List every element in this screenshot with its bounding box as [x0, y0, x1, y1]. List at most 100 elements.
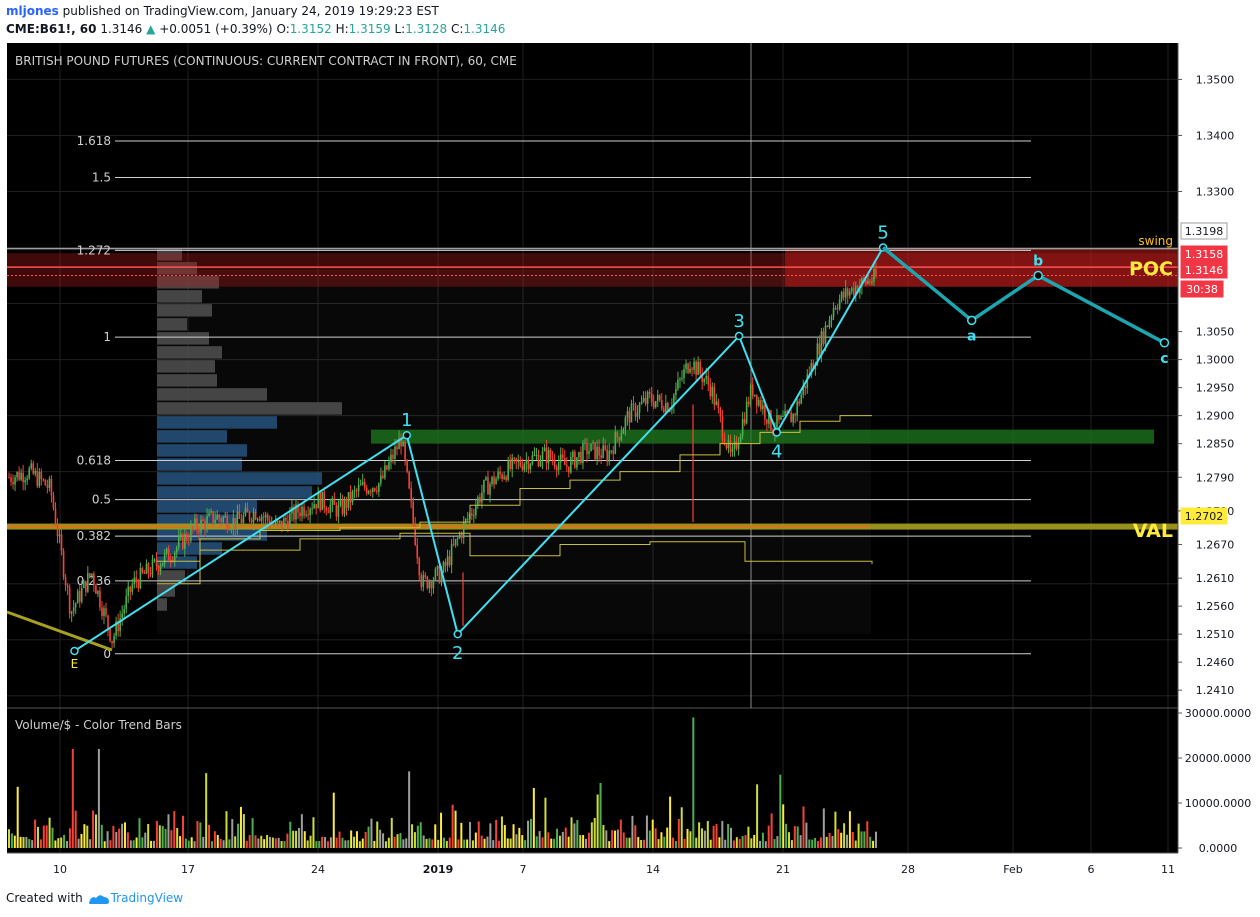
volume-bar	[567, 836, 570, 848]
volume-bar	[68, 828, 71, 848]
candle-body	[493, 476, 495, 485]
candle-body	[755, 394, 758, 406]
volume-bar	[297, 828, 300, 848]
high-label: H:	[335, 22, 349, 36]
volume-bar	[831, 835, 834, 848]
candle-body	[349, 492, 352, 503]
candle-body	[828, 320, 831, 327]
candle-body	[74, 603, 77, 608]
candle-body	[727, 440, 730, 449]
candle-body	[72, 607, 75, 612]
candle-body	[590, 443, 592, 452]
tradingview-brand[interactable]: TradingView	[110, 891, 184, 905]
volume-bar	[463, 839, 466, 848]
volume-bar	[411, 824, 414, 848]
candle-body	[620, 433, 623, 441]
volume-bar	[335, 837, 338, 848]
candle-body	[260, 516, 263, 521]
volume-bar	[593, 817, 596, 848]
candle-body	[376, 490, 378, 492]
volume-bar	[834, 811, 837, 848]
candle-body	[580, 451, 582, 464]
volume-bar	[570, 817, 573, 848]
candle-body	[119, 618, 121, 632]
volume-bar	[152, 840, 155, 848]
candle-body	[630, 403, 633, 423]
candle-body	[40, 472, 43, 480]
candle-body	[281, 520, 283, 529]
volume-bar	[483, 838, 486, 848]
candle-body	[250, 519, 253, 523]
candle-body	[321, 491, 324, 510]
volume-bar	[469, 821, 472, 848]
candle-body	[406, 459, 408, 472]
candle-body	[371, 488, 374, 493]
candle-body	[10, 477, 12, 482]
candle-body	[353, 490, 356, 492]
candle-body	[30, 463, 33, 469]
volume-bar	[92, 810, 95, 848]
candle-body	[816, 343, 819, 366]
candle-body	[44, 479, 47, 486]
candle-body	[151, 559, 154, 575]
candle-body	[810, 363, 813, 376]
candle-body	[422, 575, 425, 588]
volume-bar	[263, 839, 266, 848]
candle-body	[200, 519, 202, 533]
volume-profile-bar	[157, 388, 267, 401]
candle-body	[640, 401, 643, 404]
candle-body	[442, 562, 445, 572]
volume-bar	[596, 794, 599, 848]
price-tick-label: 1.2460	[1196, 656, 1235, 669]
candle-body	[139, 567, 142, 589]
candle-body	[256, 518, 259, 520]
volume-bar	[80, 833, 83, 848]
price-badge-label: 1.3146	[1185, 264, 1224, 277]
volume-bar	[118, 828, 121, 848]
candle-body	[186, 534, 188, 541]
volume-bar	[355, 831, 358, 848]
candle-body	[725, 444, 728, 449]
volume-bar	[715, 824, 718, 848]
author-link[interactable]: mljones	[6, 4, 59, 18]
candle-body	[301, 506, 303, 517]
candle-body	[462, 522, 465, 538]
volume-bar	[703, 830, 706, 848]
volume-bar	[776, 836, 779, 848]
volume-bar	[799, 835, 802, 848]
volume-bar	[741, 836, 744, 848]
candle-body	[335, 504, 338, 517]
volume-bar	[254, 835, 257, 848]
candle-body	[871, 281, 873, 283]
candle-body	[299, 512, 301, 517]
candle-body	[123, 608, 125, 614]
candle-body	[341, 500, 344, 514]
poc-annotation: POC	[1129, 258, 1173, 280]
candle-body	[220, 518, 223, 522]
candle-body	[749, 384, 752, 405]
volume-bar	[727, 823, 730, 848]
candle-body	[232, 517, 235, 529]
swing-annotation: swing	[1138, 234, 1173, 248]
wave-point	[402, 430, 412, 440]
candle-body	[711, 386, 714, 397]
volume-bar	[672, 837, 675, 848]
volume-bar	[515, 834, 518, 848]
candle-body	[778, 414, 780, 420]
candle-body	[450, 544, 453, 566]
candle-body	[56, 524, 59, 537]
candle-body	[606, 449, 609, 462]
volume-bar	[309, 835, 312, 848]
candle-body	[602, 445, 604, 458]
candle-body	[329, 504, 332, 513]
candle-body	[270, 523, 273, 527]
volume-bar	[353, 836, 356, 848]
volume-bar	[202, 836, 205, 848]
candle-body	[317, 492, 320, 509]
candle-body	[446, 556, 449, 566]
candle-body	[283, 517, 285, 529]
volume-bar	[506, 838, 509, 848]
candle-body	[262, 516, 265, 518]
volume-bar	[619, 819, 622, 848]
